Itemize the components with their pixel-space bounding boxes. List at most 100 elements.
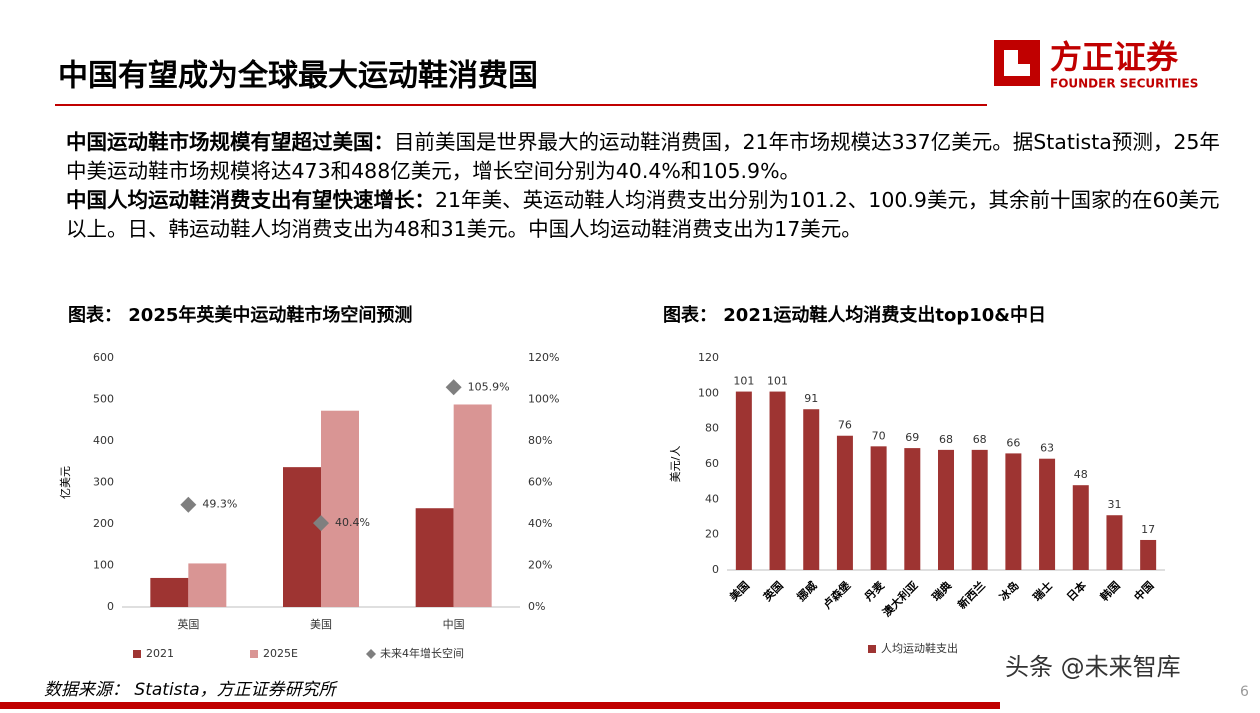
x-tick-label: 澳大利亚 [880, 578, 921, 619]
legend-label: 2025E [263, 647, 298, 660]
data-label: 68 [939, 433, 953, 446]
paragraph: 21年美、英运动鞋人均消费支出分别为101.2、100.9美元，其余前十国家的在… [66, 188, 1220, 241]
y2-tick-label: 0% [528, 600, 545, 613]
data-label: 70 [872, 429, 886, 442]
legend-label: 2021 [146, 647, 174, 660]
y-tick-label: 120 [698, 351, 719, 364]
slide-title: 中国有望成为全球最大运动鞋消费国 [58, 59, 538, 94]
legend-label: 人均运动鞋支出 [881, 641, 958, 655]
bar [904, 448, 921, 570]
y-axis-title: 亿美元 [59, 466, 72, 499]
data-label: 101 [767, 375, 788, 388]
x-tick-label: 日本 [1064, 578, 1089, 603]
data-label: 48 [1074, 468, 1088, 481]
x-tick-label: 中国 [1131, 578, 1156, 603]
y2-tick-label: 120% [528, 351, 559, 364]
chart-title: 图表： 2021运动鞋人均消费支出top10&中日 [663, 304, 1046, 326]
y-tick-label: 100 [698, 386, 719, 399]
y-tick-label: 300 [93, 476, 114, 489]
x-tick-label: 韩国 [1097, 578, 1122, 603]
y-tick-label: 200 [93, 517, 114, 530]
data-label: 49.3% [202, 498, 237, 511]
chart-title: 图表： 2025年英美中运动鞋市场空间预测 [68, 304, 412, 326]
y2-tick-label: 60% [528, 476, 552, 489]
lead: 中国运动鞋市场规模有望超过美国： [66, 130, 394, 154]
logo-icon [994, 40, 1040, 86]
legend-marker [133, 650, 141, 658]
legend-marker [868, 645, 876, 653]
data-label: 31 [1107, 498, 1121, 511]
body-text: 中国运动鞋市场规模有望超过美国：目前美国是世界最大的运动鞋消费国，21年市场规模… [66, 128, 1226, 244]
marker [445, 379, 462, 396]
logo-en: FOUNDER SECURITIES [1050, 77, 1198, 91]
bar [1072, 485, 1089, 570]
bar [1106, 515, 1123, 570]
x-tick-label: 美国 [310, 618, 332, 631]
bar [188, 563, 227, 607]
bar [150, 577, 189, 607]
bar [971, 449, 988, 570]
y-tick-label: 600 [93, 351, 114, 364]
data-label: 63 [1040, 442, 1054, 455]
data-label: 101 [733, 375, 754, 388]
bar [870, 446, 887, 570]
bar [1140, 539, 1157, 570]
y-tick-label: 400 [93, 434, 114, 447]
data-label: 69 [905, 431, 919, 444]
legend-marker [366, 649, 376, 659]
data-label: 40.4% [335, 516, 370, 529]
y-tick-label: 100 [93, 559, 114, 572]
footer-bar [0, 702, 1000, 709]
data-label: 105.9% [468, 380, 510, 393]
bar [803, 409, 820, 570]
data-label: 76 [838, 419, 852, 432]
y2-tick-label: 100% [528, 393, 559, 406]
y2-tick-label: 80% [528, 434, 552, 447]
bar [836, 435, 853, 570]
y-tick-label: 20 [705, 528, 719, 541]
logo: 方正证券 FOUNDER SECURITIES [994, 38, 1198, 91]
bar [453, 404, 492, 607]
bar [769, 391, 786, 570]
y2-tick-label: 20% [528, 559, 552, 572]
y-axis-title: 美元/人 [669, 446, 682, 483]
data-label: 68 [973, 433, 987, 446]
data-label: 17 [1141, 523, 1155, 536]
x-tick-label: 冰岛 [996, 578, 1021, 603]
body-text-block: 中国运动鞋市场规模有望超过美国：目前美国是世界最大的运动鞋消费国，21年市场规模… [66, 128, 1226, 244]
lead: 中国人均运动鞋消费支出有望快速增长： [66, 188, 435, 212]
marker [313, 515, 329, 532]
y-tick-label: 40 [705, 492, 719, 505]
watermark: 头条 @未来智库 [1005, 653, 1181, 681]
y-tick-label: 0 [107, 600, 114, 613]
source: 数据来源： Statista，方正证券研究所 [44, 680, 339, 700]
data-label: 91 [804, 392, 818, 405]
bar [1005, 453, 1022, 570]
x-tick-label: 瑞士 [1030, 578, 1055, 603]
marker [180, 496, 197, 513]
bar [1039, 458, 1056, 570]
x-tick-label: 挪威 [794, 578, 819, 603]
x-tick-label: 丹麦 [861, 578, 887, 604]
legend-marker [250, 650, 258, 658]
bar [283, 467, 321, 607]
y-tick-label: 500 [93, 393, 114, 406]
logo-cn: 方正证券 [1050, 38, 1179, 76]
y-tick-label: 80 [705, 422, 719, 435]
x-tick-label: 中国 [443, 618, 465, 631]
bar [938, 449, 954, 570]
x-tick-label: 英国 [760, 578, 786, 604]
data-label: 66 [1006, 436, 1020, 449]
y-tick-label: 60 [705, 457, 719, 470]
x-tick-label: 英国 [177, 617, 199, 631]
page-number: 6 [1240, 684, 1249, 700]
paragraph: 目前美国是世界最大的运动鞋消费国，21年市场规模达337亿美元。据Statist… [66, 130, 1220, 183]
x-tick-label: 新西兰 [955, 578, 988, 611]
x-tick-label: 美国 [727, 578, 752, 603]
x-tick-label: 瑞典 [929, 578, 954, 603]
y2-tick-label: 40% [528, 517, 552, 530]
y-tick-label: 0 [712, 563, 719, 576]
bar [321, 410, 359, 607]
x-tick-label: 卢森堡 [820, 578, 853, 611]
